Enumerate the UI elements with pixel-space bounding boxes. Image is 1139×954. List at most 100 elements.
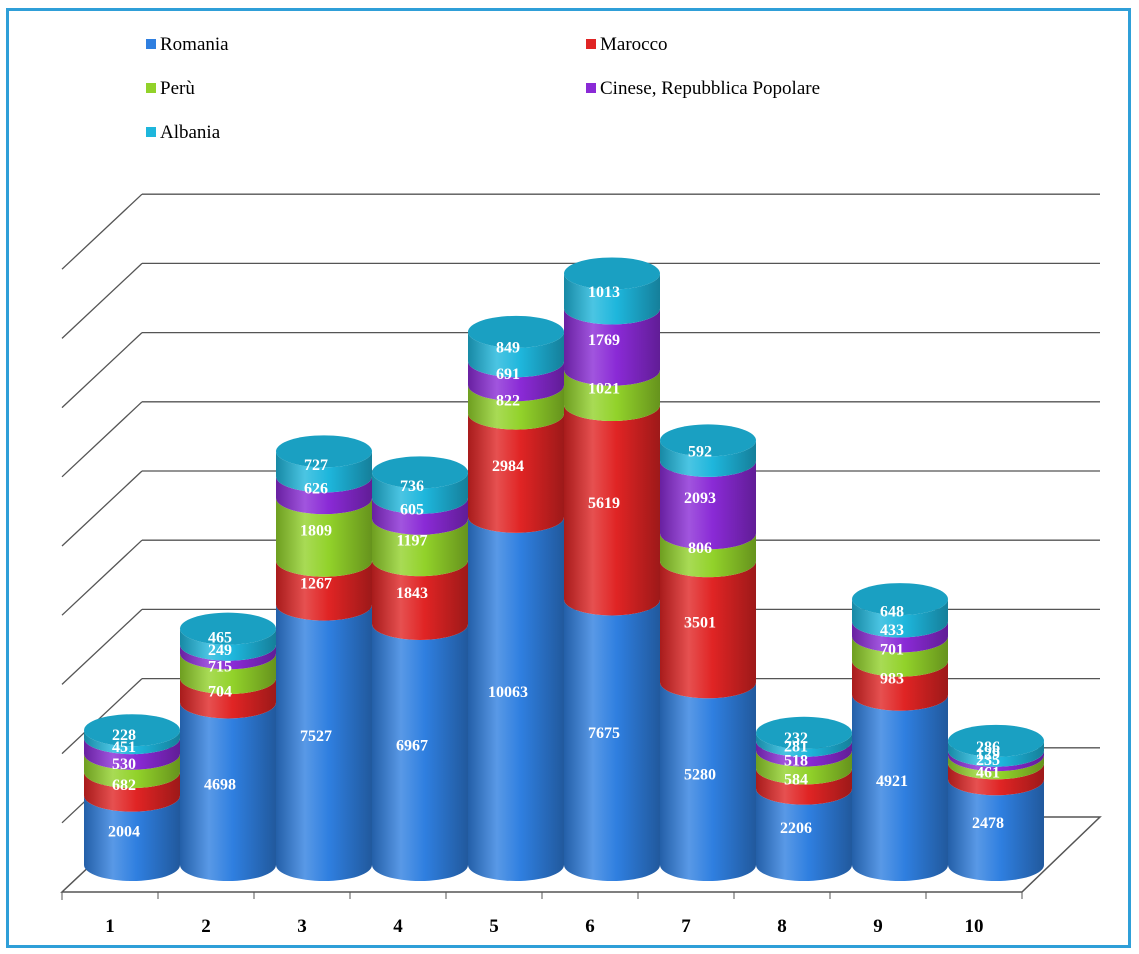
bar-6-1 [660, 561, 756, 699]
gridline-diag-5 [61, 470, 143, 547]
bar-group-3: 6967 1843 1197 605 736 [372, 456, 468, 881]
data-label-3-1: 1843 [396, 585, 428, 602]
bar-0-1 [84, 772, 180, 812]
bar-group-6: 5280 3501 806 2093 592 [660, 424, 756, 881]
bar-7-2 [756, 750, 852, 785]
bar-8-3 [852, 621, 948, 653]
data-label-1-2: 715 [208, 659, 232, 676]
data-label-4-4: 849 [496, 340, 520, 357]
data-label-1-0: 4698 [204, 777, 236, 794]
legend-item-0: Romania [146, 34, 229, 56]
bar-7-0 [756, 788, 852, 881]
bar-1-0 [180, 702, 276, 881]
data-label-3-3: 605 [400, 501, 424, 518]
gridline-diag-7 [61, 332, 143, 409]
data-label-3-4: 736 [400, 478, 424, 495]
gridline-diag-2 [61, 678, 143, 755]
data-label-9-3: 129 [976, 746, 1000, 763]
data-label-7-2: 518 [784, 753, 808, 770]
bar-3-4 [372, 472, 468, 514]
bar-9-2 [948, 755, 1044, 780]
bar-0-2 [84, 753, 180, 789]
data-label-3-0: 6967 [396, 737, 428, 754]
legend-swatch-3 [586, 82, 596, 93]
bar-5-2 [564, 369, 660, 422]
data-label-5-1: 5619 [588, 495, 620, 512]
bar-7-3 [756, 740, 852, 767]
bar-3-0 [372, 623, 468, 881]
data-label-6-2: 806 [688, 540, 712, 557]
bar-1-2 [180, 653, 276, 695]
bar-2-4 [276, 451, 372, 493]
bar-3-2 [372, 518, 468, 577]
data-label-8-4: 648 [880, 603, 904, 620]
x-tick-label-3: 4 [393, 916, 403, 937]
data-label-1-4: 465 [208, 630, 232, 647]
legend-swatch-0 [146, 38, 156, 49]
bar-cap-8 [852, 583, 948, 616]
data-label-6-0: 5280 [684, 767, 716, 784]
bar-cap-1 [180, 612, 276, 645]
bar-0-3 [84, 738, 180, 770]
data-label-0-2: 530 [112, 756, 136, 773]
bar-cap-0 [84, 714, 180, 747]
legend-label-0: Romania [160, 34, 229, 55]
bar-4-2 [468, 385, 564, 430]
bar-8-4 [852, 599, 948, 638]
bar-4-3 [468, 361, 564, 402]
bar-6-0 [660, 682, 756, 881]
gridline-diag-4 [61, 539, 143, 616]
bar-1-4 [180, 628, 276, 661]
legend-item-4: Albania [146, 122, 220, 144]
bar-2-1 [276, 560, 372, 621]
bar-6-4 [660, 440, 756, 477]
bar-5-4 [564, 273, 660, 325]
bar-8-0 [852, 694, 948, 881]
x-tick-label-5: 6 [585, 916, 595, 937]
bar-7-1 [756, 768, 852, 805]
data-label-3-2: 1197 [396, 532, 427, 549]
x-tick-label-7: 8 [777, 916, 787, 937]
data-label-6-1: 3501 [684, 615, 716, 632]
x-tick-label-6: 7 [681, 916, 691, 937]
bar-cap-5 [564, 257, 660, 290]
bar-3-1 [372, 560, 468, 640]
bar-2-3 [276, 476, 372, 515]
data-label-9-0: 2478 [972, 815, 1004, 832]
bar-6-2 [660, 533, 756, 578]
data-label-0-3: 451 [112, 739, 136, 756]
legend-label-1: Marocco [600, 34, 668, 55]
bar-7-4 [756, 732, 852, 757]
bar-cap-9 [948, 724, 1044, 757]
data-label-7-0: 2206 [780, 820, 812, 837]
data-label-2-1: 1267 [300, 576, 332, 593]
bar-8-1 [852, 660, 948, 711]
data-label-1-1: 704 [208, 683, 232, 700]
bar-2-2 [276, 498, 372, 577]
bar-group-8: 4921 983 701 433 648 [852, 583, 948, 881]
data-label-5-0: 7675 [588, 725, 620, 742]
bar-1-3 [180, 644, 276, 670]
bar-cap-4 [468, 315, 564, 348]
bar-group-5: 7675 5619 1021 1769 1013 [564, 257, 660, 881]
bar-1-1 [180, 678, 276, 719]
x-tick-label-9: 10 [965, 916, 984, 937]
data-label-1-3: 249 [208, 642, 232, 659]
bar-4-0 [468, 516, 564, 881]
legend-swatch-2 [146, 82, 156, 93]
x-tick-label-1: 2 [201, 916, 211, 937]
data-label-0-0: 2004 [108, 823, 140, 840]
bar-4-1 [468, 413, 564, 533]
data-label-8-1: 983 [880, 671, 904, 688]
legend-item-1: Marocco [586, 34, 668, 56]
bar-9-0 [948, 779, 1044, 881]
legend-label-3: Cinese, Repubblica Popolare [600, 78, 821, 99]
bar-cap-3 [372, 456, 468, 489]
bar-5-1 [564, 405, 660, 616]
gridline-diag-3 [61, 608, 143, 685]
data-label-4-0: 10063 [488, 684, 528, 701]
bar-4-4 [468, 331, 564, 378]
